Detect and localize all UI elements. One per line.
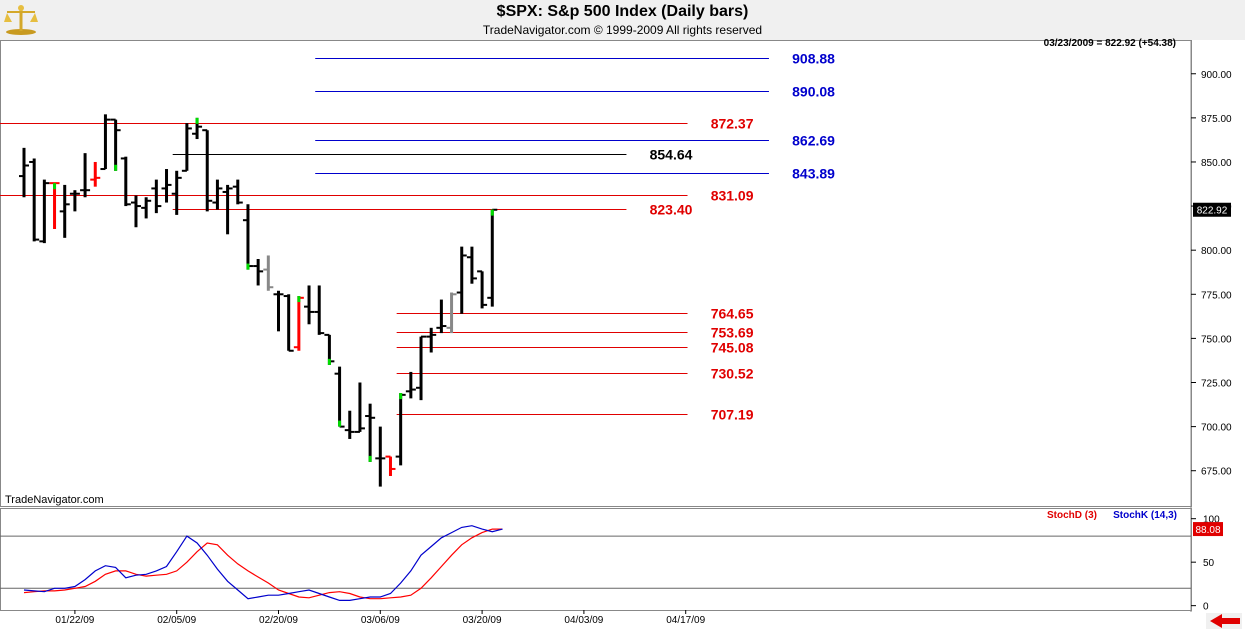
y-tick-label: 850.00: [1201, 158, 1232, 169]
fib-levels: 908.88 890.08 872.37 862.69 854.64 843.89 831.…: [0, 51, 835, 423]
level-label: 707.19: [711, 407, 754, 423]
signal-tick: [114, 164, 118, 171]
last-price-box: [1193, 202, 1231, 217]
y-tick-label: 900.00: [1201, 70, 1232, 81]
level-label: 908.88: [792, 51, 835, 67]
signal-tick: [399, 393, 403, 400]
price-axis: 900.00875.00850.00825.00800.00775.00750.…: [1191, 70, 1232, 478]
y-tick-label: 875.00: [1201, 114, 1232, 125]
y-tick-label: 775.00: [1201, 290, 1232, 301]
chart-header: $SPX: S&p 500 Index (Daily bars) TradeNa…: [0, 0, 1245, 40]
stoch-panel-frame: [0, 508, 1192, 611]
x-tick-label: 03/20/09: [463, 615, 502, 626]
signal-tick: [297, 296, 301, 303]
level-label: 890.08: [792, 84, 835, 100]
level-label: 745.08: [711, 340, 754, 356]
gold-scale-icon: [4, 5, 38, 35]
level-label: 872.37: [711, 116, 754, 132]
stoch-line: [23, 525, 503, 602]
signal-tick: [195, 117, 199, 124]
level-label: 730.52: [711, 366, 754, 382]
level-label: 831.09: [711, 188, 754, 204]
x-tick-label: 02/20/09: [259, 615, 298, 626]
chart-title: $SPX: S&p 500 Index (Daily bars): [496, 3, 749, 20]
legend-stochk: StochK (14,3): [1113, 510, 1177, 521]
last-price-label: 822.92: [1197, 206, 1228, 217]
level-label: 843.89: [792, 166, 835, 182]
stoch-y-label: 50: [1203, 558, 1215, 569]
stoch-y-label: 100: [1203, 515, 1220, 526]
x-tick-label: 04/03/09: [564, 615, 603, 626]
y-tick-label: 750.00: [1201, 334, 1232, 345]
stoch-last-label: 88.08: [1195, 525, 1220, 536]
watermark-text: TradeNavigator.com: [5, 494, 104, 506]
level-label: 862.69: [792, 133, 835, 149]
x-tick-label: 01/22/09: [55, 615, 94, 626]
price-bars: [19, 114, 498, 487]
level-label: 854.64: [650, 147, 693, 163]
signal-tick: [327, 358, 331, 365]
stoch-last-box: [1193, 522, 1223, 537]
scroll-right-arrow[interactable]: [1206, 613, 1242, 629]
stoch-line: [23, 528, 503, 600]
x-tick-label: 03/06/09: [361, 615, 400, 626]
signal-tick: [246, 263, 250, 270]
signal-tick: [368, 455, 372, 462]
x-tick-label: 04/17/09: [666, 615, 705, 626]
price-panel-frame: [0, 40, 1192, 507]
y-tick-label: 675.00: [1201, 467, 1232, 478]
signal-tick: [338, 420, 342, 427]
level-label: 753.69: [711, 325, 754, 341]
signal-tick: [490, 209, 494, 216]
y-tick-label: 800.00: [1201, 246, 1232, 257]
y-tick-label: 700.00: [1201, 423, 1232, 434]
x-tick-label: 02/05/09: [157, 615, 196, 626]
chart-subtitle: TradeNavigator.com © 1999-2009 All right…: [482, 23, 763, 37]
legend-stochd: StochD (3): [1047, 510, 1097, 521]
last-quote-label: 03/23/2009 = 822.92 (+54.38): [1044, 38, 1176, 49]
level-label: 764.65: [711, 306, 754, 322]
date-axis: 01/22/09 02/05/09 02/20/09 03/06/09 03/20/09…: [55, 610, 706, 626]
signal-tick: [53, 183, 57, 190]
stoch-y-label: 0: [1203, 602, 1209, 613]
level-label: 823.40: [650, 202, 693, 218]
y-tick-label: 725.00: [1201, 379, 1232, 390]
